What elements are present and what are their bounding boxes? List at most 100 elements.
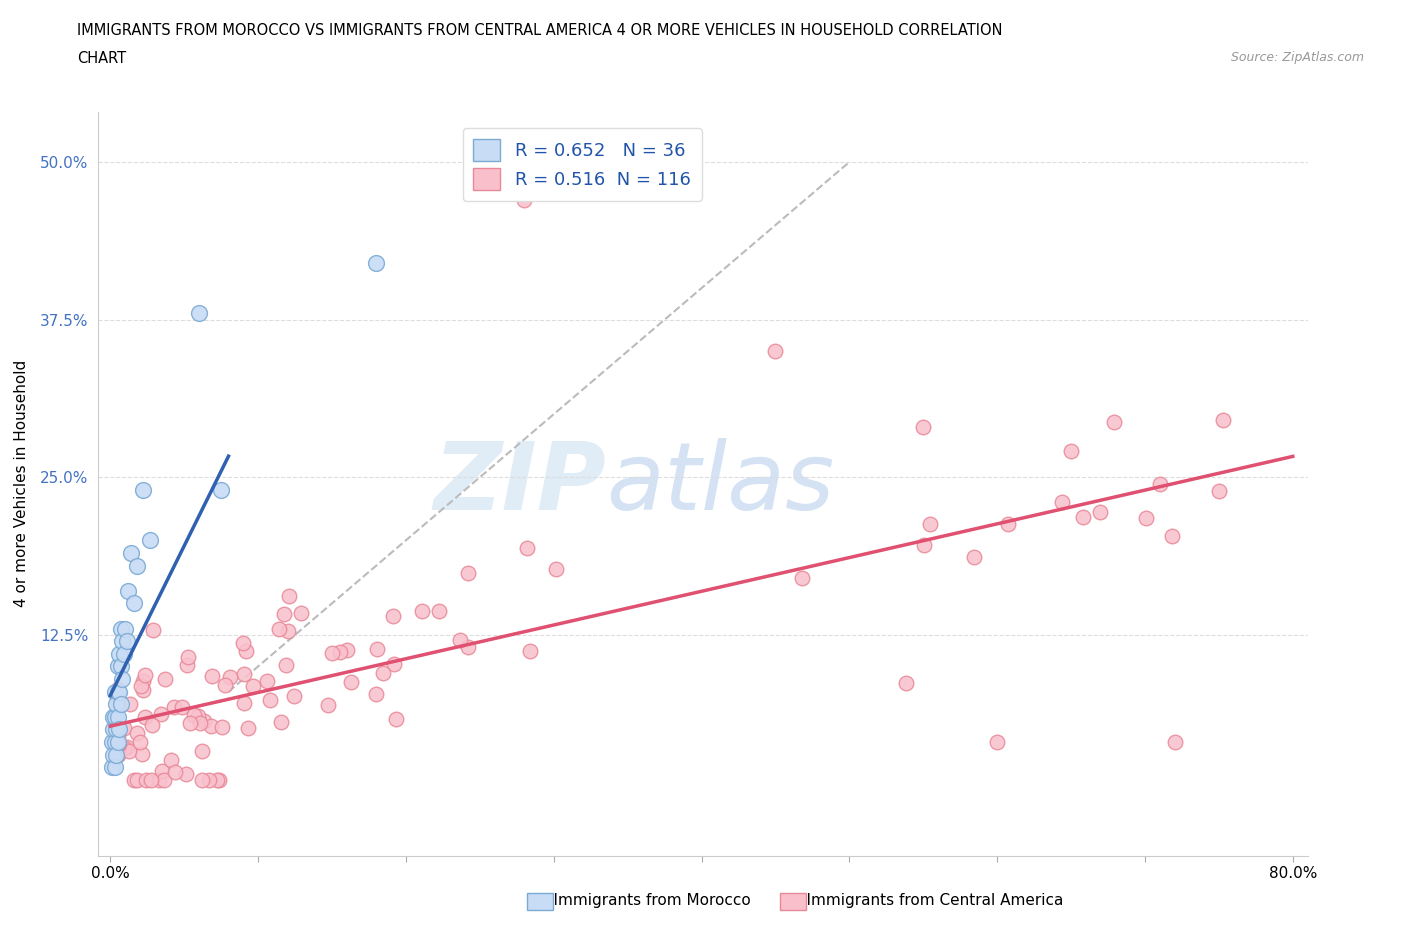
Point (191, 743, 214, 758)
Point (111, 671, 134, 686)
Point (103, 722, 125, 737)
Point (290, 605, 312, 620)
Point (107, 659, 129, 674)
Point (1102, 415, 1125, 430)
Point (382, 657, 405, 671)
Point (187, 709, 209, 724)
Point (153, 773, 176, 788)
Point (986, 735, 1008, 750)
Point (103, 748, 125, 763)
Point (131, 673, 153, 688)
Point (1212, 412, 1234, 427)
Point (104, 684, 127, 699)
Point (179, 715, 201, 730)
Point (233, 667, 256, 682)
Point (108, 684, 131, 699)
Point (1052, 495, 1074, 510)
Point (127, 773, 149, 788)
Point (208, 773, 231, 788)
Point (150, 707, 173, 722)
Point (107, 720, 129, 735)
Point (159, 752, 181, 767)
Point (1073, 510, 1095, 525)
Point (546, 562, 568, 577)
Point (105, 697, 128, 711)
Point (277, 623, 299, 638)
Point (336, 643, 359, 658)
Point (1208, 484, 1230, 498)
Point (963, 549, 986, 564)
Point (256, 674, 278, 689)
Point (278, 589, 301, 604)
Text: Immigrants from Central America: Immigrants from Central America (787, 893, 1064, 908)
Point (118, 744, 141, 759)
Point (449, 632, 471, 647)
Point (107, 728, 129, 743)
Point (997, 516, 1019, 531)
Point (132, 483, 155, 498)
Point (235, 644, 257, 658)
Point (110, 621, 132, 636)
Text: ZIP: ZIP (433, 438, 606, 529)
Point (129, 679, 152, 694)
Point (105, 748, 128, 763)
Point (381, 609, 404, 624)
Point (115, 633, 138, 648)
Point (131, 747, 153, 762)
Point (270, 714, 292, 729)
Point (141, 717, 163, 732)
Point (100, 735, 122, 750)
Point (112, 646, 135, 661)
Point (153, 671, 176, 686)
Point (107, 737, 129, 751)
Point (134, 710, 156, 724)
Point (105, 722, 128, 737)
Point (219, 670, 242, 684)
Point (364, 686, 387, 701)
Point (765, 344, 787, 359)
Point (187, 306, 209, 321)
Point (163, 764, 186, 779)
Point (259, 693, 281, 708)
Point (110, 659, 132, 674)
Point (209, 483, 232, 498)
Point (111, 633, 134, 648)
Point (125, 725, 148, 740)
Point (457, 639, 479, 654)
Point (114, 740, 136, 755)
Point (1135, 511, 1157, 525)
Text: Immigrants from Morocco: Immigrants from Morocco (534, 893, 751, 908)
Point (176, 649, 198, 664)
Point (125, 558, 148, 573)
Point (427, 604, 450, 618)
Text: IMMIGRANTS FROM MOROCCO VS IMMIGRANTS FROM CENTRAL AMERICA 4 OR MORE VEHICLES IN: IMMIGRANTS FROM MOROCCO VS IMMIGRANTS FR… (77, 23, 1002, 38)
Point (211, 720, 233, 735)
Point (110, 697, 132, 711)
Point (276, 658, 298, 672)
Point (107, 747, 129, 762)
Point (117, 583, 139, 598)
Point (132, 683, 155, 698)
Point (104, 710, 127, 724)
Point (135, 773, 157, 788)
Point (193, 713, 215, 728)
Point (232, 696, 254, 711)
Text: atlas: atlas (606, 438, 835, 529)
Point (207, 773, 229, 788)
Point (242, 678, 264, 693)
Point (172, 699, 194, 714)
Point (267, 621, 290, 636)
Point (519, 644, 541, 658)
Point (103, 710, 125, 724)
Point (108, 722, 131, 737)
Point (366, 642, 388, 657)
Point (104, 735, 127, 750)
Point (411, 604, 433, 618)
Point (107, 684, 129, 699)
Point (385, 711, 408, 726)
Point (107, 735, 129, 750)
Point (191, 773, 214, 788)
Point (174, 766, 197, 781)
Point (148, 773, 170, 788)
Point (516, 540, 538, 555)
